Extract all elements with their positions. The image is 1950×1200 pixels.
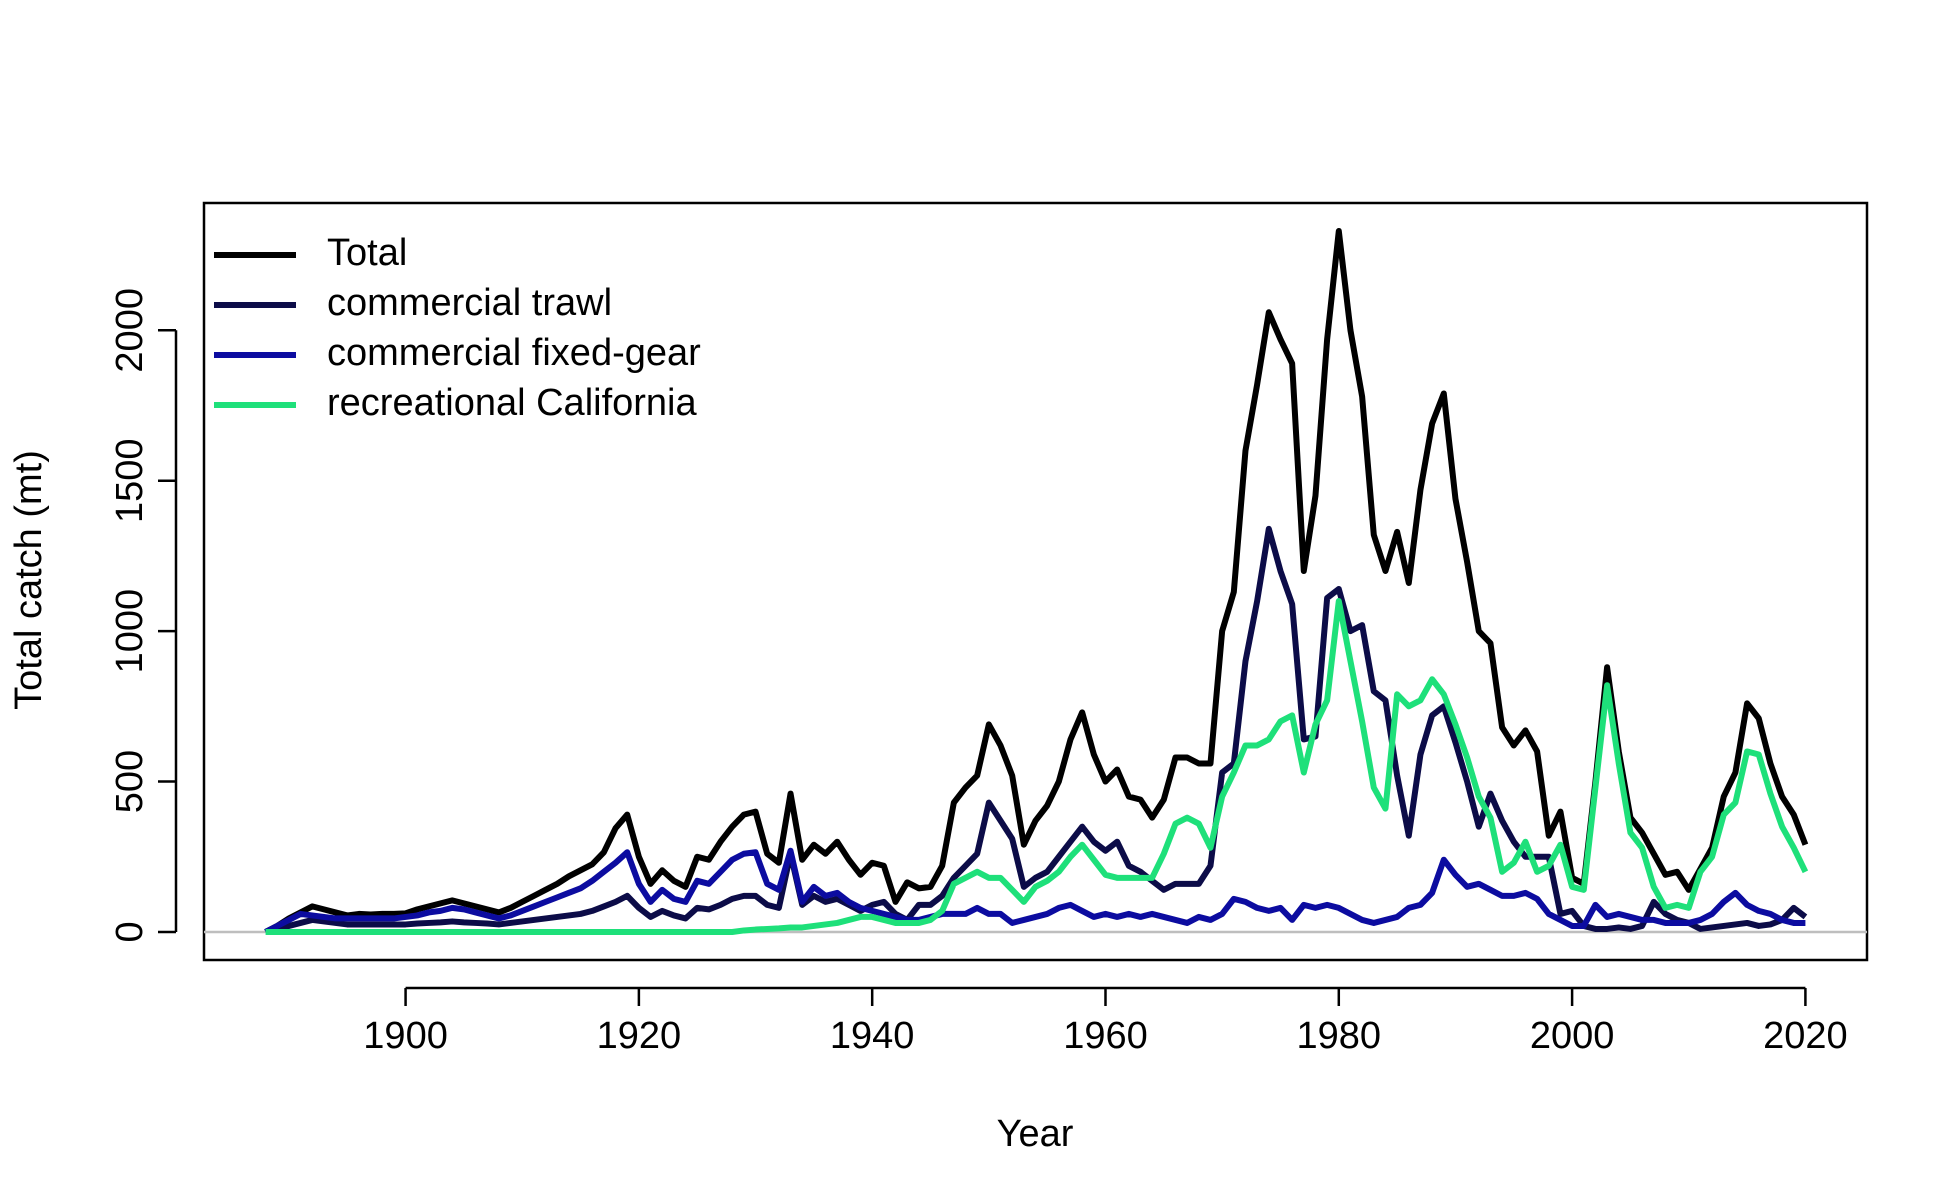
series-line <box>265 598 1809 935</box>
legend-label: commercial trawl <box>327 282 612 324</box>
y-tick-label: 2000 <box>109 288 151 373</box>
x-tick-label: 1920 <box>597 1015 682 1057</box>
series-line <box>264 847 1806 935</box>
x-tick-label: 1980 <box>1297 1015 1382 1057</box>
series-line <box>264 228 1809 935</box>
y-tick-label: 1500 <box>109 438 151 523</box>
legend-label: commercial fixed-gear <box>327 332 701 374</box>
x-tick-label: 1960 <box>1063 1015 1148 1057</box>
x-tick-label: 2000 <box>1530 1015 1615 1057</box>
x-tick-label: 1940 <box>830 1015 915 1057</box>
legend-label: recreational California <box>327 382 697 424</box>
y-tick-label: 500 <box>109 750 151 813</box>
y-axis-label: Total catch (mt) <box>8 450 50 710</box>
x-axis-label: Year <box>997 1113 1074 1155</box>
series-line <box>264 525 1808 935</box>
y-tick-label: 0 <box>109 921 151 942</box>
legend-label: Total <box>327 232 407 274</box>
x-tick-label: 2020 <box>1763 1015 1848 1057</box>
plot-box <box>202 201 1869 962</box>
x-tick-label: 1900 <box>363 1015 448 1057</box>
y-tick-label: 1000 <box>109 589 151 674</box>
